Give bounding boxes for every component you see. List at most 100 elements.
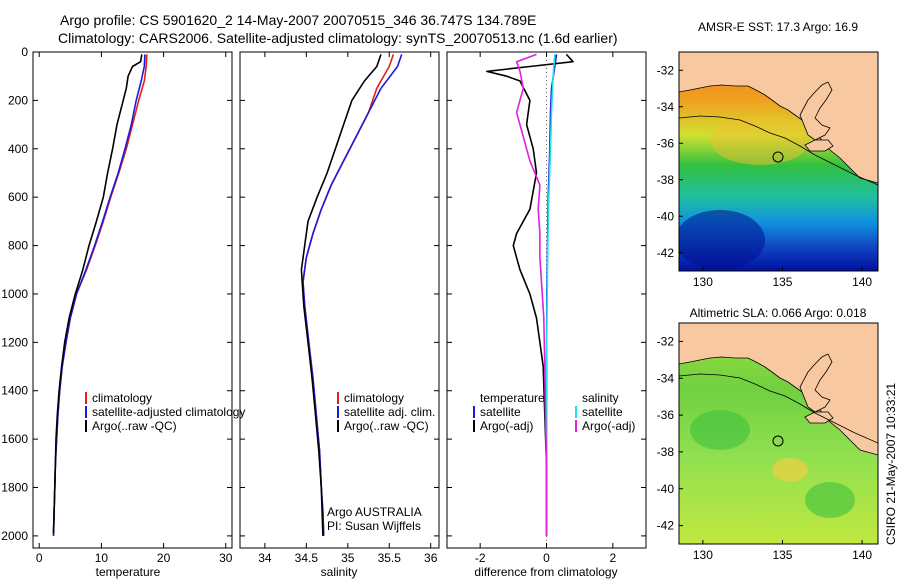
map-x-tick-label: 135 (772, 275, 792, 289)
x-tick-label: 34 (258, 551, 272, 565)
legend-label-temp-satellite: satellite (480, 405, 521, 419)
map-y-tick-label: -40 (657, 482, 675, 496)
temperature-ticks: 0 10 20 30 0 200 400 600 800 1000 1200 1400 1600 1800… (1, 45, 232, 565)
sst-map-field (679, 52, 878, 271)
salinity-panel: 34 34.5 35 35.5 36 salinity climatology sate… (239, 51, 440, 579)
legend-label-satellite: satellite-adjusted climatology (92, 405, 245, 419)
land-peninsula (799, 81, 833, 141)
temperature-profiles (52, 54, 148, 536)
legend-label-sal-satellite: satellite (582, 405, 623, 419)
x-tick-label: 0 (36, 551, 43, 565)
x-tick-label: 35.5 (378, 551, 402, 565)
x-tick-label: 2 (609, 551, 616, 565)
land-peninsula (799, 353, 833, 413)
argo-position-marker (772, 151, 784, 163)
series-line-argo-raw-qc (52, 54, 143, 534)
sla-map-title: Altimetric SLA: 0.066 Argo: 0.018 (690, 306, 867, 320)
y-tick-label: 800 (8, 239, 28, 253)
difference-panel: -2 0 2 difference from climatology tempera… (446, 51, 647, 579)
sst-map-ticks: 130 135 140 -32 -34 -36 -38 -40 -42 (657, 63, 873, 289)
map-x-tick-label: 130 (693, 548, 713, 562)
temperature-panel: 0 10 20 30 0 200 400 600 800 1000 1200 1400 1600 1800… (1, 45, 245, 579)
legend-label-climatology: climatology (92, 391, 152, 405)
series-line-salinity-satellite (545, 54, 556, 536)
map-x-tick-label: 135 (772, 548, 792, 562)
map-y-tick-label: -42 (657, 519, 675, 533)
x-tick-label: 35 (341, 551, 355, 565)
x-tick-label: 30 (219, 551, 233, 565)
sla-low-patch-1 (690, 410, 750, 450)
difference-xlabel: difference from climatology (474, 565, 617, 579)
sst-map: AMSR-E SST: 17.3 Argo: 16.9 130 135 140 -32… (657, 20, 879, 289)
header-line1: Argo profile: CS 5901620_2 14-May-2007 2… (60, 12, 536, 28)
argo-annotation-line2: PI: Susan Wijffels (327, 519, 421, 533)
y-tick-label: 400 (8, 142, 28, 156)
series-line-satellite-adj-clim (302, 54, 403, 536)
sst-warm-patch (710, 115, 810, 165)
difference-legend: temperature satellite Argo(-adj) salinit… (473, 391, 635, 433)
salinity-ticks: 34 34.5 35 35.5 36 (240, 51, 439, 565)
sla-low-patch-2 (805, 482, 855, 518)
shelf-contour (679, 115, 878, 186)
legend-header-salinity: salinity (582, 391, 619, 405)
salinity-axes-box (239, 51, 440, 549)
y-tick-label: 600 (8, 190, 28, 204)
x-tick-label: 34.5 (295, 551, 319, 565)
series-line-climatology (302, 54, 395, 536)
legend-label-climatology: climatology (344, 391, 404, 405)
map-x-tick-label: 140 (852, 548, 872, 562)
map-x-tick-label: 140 (852, 275, 872, 289)
temperature-xlabel: temperature (96, 565, 161, 579)
legend-label-argo: Argo(..raw -QC) (92, 419, 177, 433)
map-y-tick-label: -42 (657, 246, 675, 260)
x-tick-label: 10 (95, 551, 109, 565)
series-line-salinity-argo-adj (515, 53, 548, 536)
sst-map-title: AMSR-E SST: 17.3 Argo: 16.9 (698, 20, 858, 34)
y-tick-label: 2000 (1, 529, 28, 543)
difference-profiles (485, 53, 574, 536)
map-y-tick-label: -40 (657, 209, 675, 223)
y-tick-label: 1600 (1, 432, 28, 446)
map-y-tick-label: -38 (657, 445, 675, 459)
map-y-tick-label: -38 (657, 173, 675, 187)
argo-position-marker (772, 435, 784, 447)
legend-label-sal-argo: Argo(-adj) (582, 419, 635, 433)
kangaroo-island (804, 411, 834, 424)
x-tick-label: 20 (157, 551, 171, 565)
series-line-argo-raw-qc (300, 54, 382, 536)
map-y-tick-label: -34 (657, 371, 675, 385)
map-y-tick-label: -32 (657, 63, 675, 77)
y-tick-label: 200 (8, 93, 28, 107)
x-tick-label: 36 (424, 551, 438, 565)
map-x-tick-label: 130 (693, 275, 713, 289)
y-tick-label: 1800 (1, 481, 28, 495)
temperature-legend: climatology satellite-adjusted climatolo… (85, 391, 245, 433)
map-y-tick-label: -34 (657, 100, 675, 114)
salinity-legend: climatology satellite adj. clim. Argo(..… (337, 391, 435, 433)
salinity-xlabel: salinity (321, 565, 358, 579)
map-y-tick-label: -36 (657, 408, 675, 422)
argo-annotation-line1: Argo AUSTRALIA (327, 505, 422, 519)
sla-high-patch (772, 458, 808, 482)
sst-cool-patch (679, 210, 765, 270)
y-tick-label: 1400 (1, 384, 28, 398)
header-line2: Climatology: CARS2006. Satellite-adjuste… (58, 30, 618, 46)
shelf-contour (679, 373, 878, 444)
x-tick-label: -2 (475, 551, 486, 565)
sla-map-ticks: 130 135 140 -32 -34 -36 -38 -40 -42 (657, 334, 873, 562)
temperature-axes-box (32, 51, 233, 549)
series-line-climatology (52, 54, 148, 536)
series-line-temperature-argo-adj (485, 53, 574, 536)
y-tick-label: 1000 (1, 287, 28, 301)
y-tick-label: 0 (21, 45, 28, 59)
legend-label-satellite: satellite adj. clim. (344, 405, 435, 419)
y-tick-label: 1200 (1, 335, 28, 349)
legend-header-temperature: temperature (480, 391, 545, 405)
salinity-profiles (300, 54, 403, 536)
sla-map: Altimetric SLA: 0.066 Argo: 0.018 130 135… (657, 306, 879, 562)
kangaroo-island (804, 139, 834, 152)
sla-map-frame (678, 322, 879, 545)
x-tick-label: 0 (543, 551, 550, 565)
legend-label-argo: Argo(..raw -QC) (344, 419, 429, 433)
